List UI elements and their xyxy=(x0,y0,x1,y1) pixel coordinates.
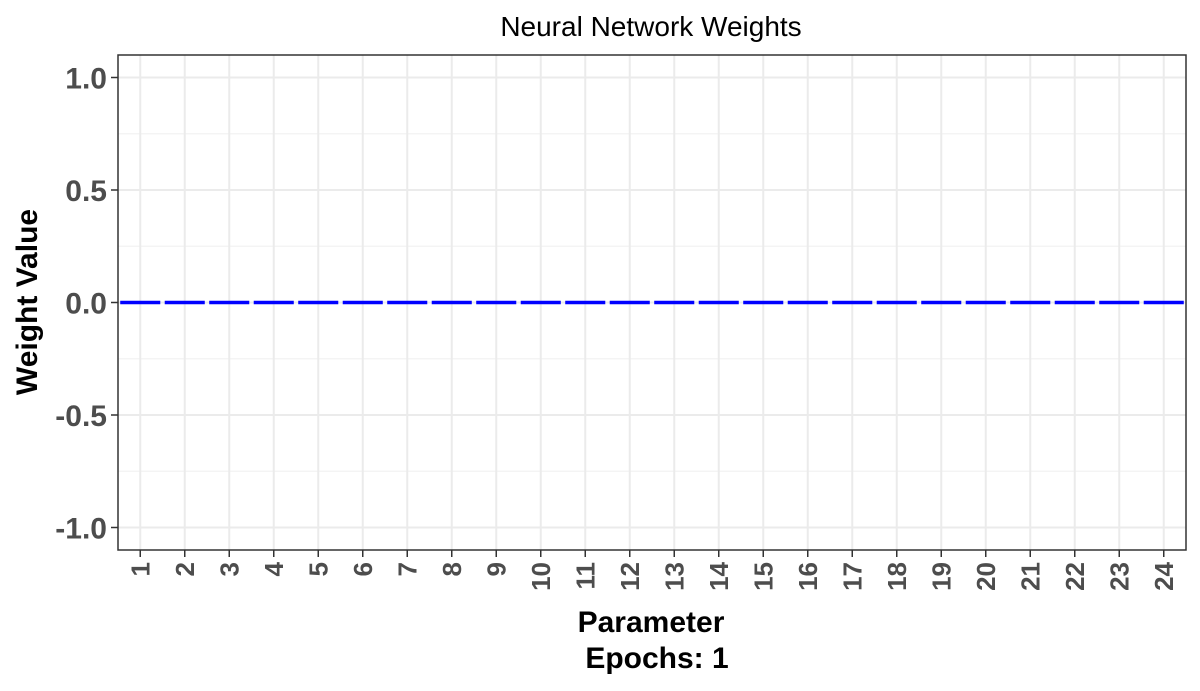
x-tick-label: 3 xyxy=(214,562,244,576)
bar xyxy=(342,300,383,305)
bar xyxy=(120,300,161,305)
y-tick-label: 1.0 xyxy=(65,63,107,96)
x-tick-label: 8 xyxy=(437,562,467,576)
bar xyxy=(253,300,294,305)
x-tick-label: 10 xyxy=(526,562,556,591)
y-tick-label: 0.5 xyxy=(65,175,107,208)
y-tick-label: -1.0 xyxy=(55,513,107,546)
bar xyxy=(298,300,339,305)
x-axis: 1 2 3 4 5 6 7 8 9 10 11 12 13 14 15 16 17 18 19 20 21 22 23 24 xyxy=(125,550,1179,591)
x-tick-label: 17 xyxy=(837,562,867,591)
x-tick-label: 16 xyxy=(793,562,823,591)
bar xyxy=(876,300,917,305)
x-tick-label: 6 xyxy=(348,562,378,576)
bar xyxy=(164,300,205,305)
bar xyxy=(743,300,784,305)
bar xyxy=(698,300,739,305)
bar xyxy=(921,300,962,305)
minor-gridlines xyxy=(118,133,1186,472)
chart-title: Neural Network Weights xyxy=(500,11,801,42)
x-tick-label: 11 xyxy=(570,562,600,590)
y-axis: -1.0 -0.5 0.0 0.5 1.0 xyxy=(55,63,118,546)
bar xyxy=(965,300,1006,305)
bar xyxy=(209,300,250,305)
bar xyxy=(476,300,517,305)
bar xyxy=(1099,300,1140,305)
x-tick-label: 7 xyxy=(392,562,422,576)
bar xyxy=(1143,300,1184,305)
y-tick-label: 0.0 xyxy=(65,288,107,321)
x-tick-label: 2 xyxy=(170,562,200,576)
x-tick-label: 14 xyxy=(704,561,734,590)
bar xyxy=(654,300,695,305)
x-tick-label: 18 xyxy=(882,562,912,591)
x-tick-label: 24 xyxy=(1149,561,1179,590)
bar xyxy=(387,300,428,305)
x-tick-label: 1 xyxy=(125,562,155,576)
bar xyxy=(609,300,650,305)
x-axis-title: Parameter xyxy=(578,606,725,639)
x-tick-label: 9 xyxy=(481,562,511,576)
x-tick-label: 21 xyxy=(1015,562,1045,591)
bar xyxy=(1054,300,1095,305)
x-tick-label: 20 xyxy=(971,562,1001,591)
bar xyxy=(520,300,561,305)
x-tick-label: 23 xyxy=(1104,562,1134,591)
x-tick-label: 15 xyxy=(748,562,778,591)
bar xyxy=(787,300,828,305)
chart-caption: Epochs: 1 xyxy=(585,642,728,675)
x-tick-label: 19 xyxy=(926,562,956,591)
bars xyxy=(120,300,1184,305)
x-tick-label: 4 xyxy=(259,561,289,576)
x-tick-label: 12 xyxy=(615,562,645,591)
x-tick-label: 22 xyxy=(1060,562,1090,591)
x-tick-label: 13 xyxy=(659,562,689,591)
bar xyxy=(565,300,606,305)
y-tick-label: -0.5 xyxy=(55,400,107,433)
y-axis-title: Weight Value xyxy=(11,209,44,395)
x-tick-label: 5 xyxy=(303,562,333,576)
bar xyxy=(1010,300,1051,305)
bar xyxy=(431,300,472,305)
bar xyxy=(832,300,873,305)
